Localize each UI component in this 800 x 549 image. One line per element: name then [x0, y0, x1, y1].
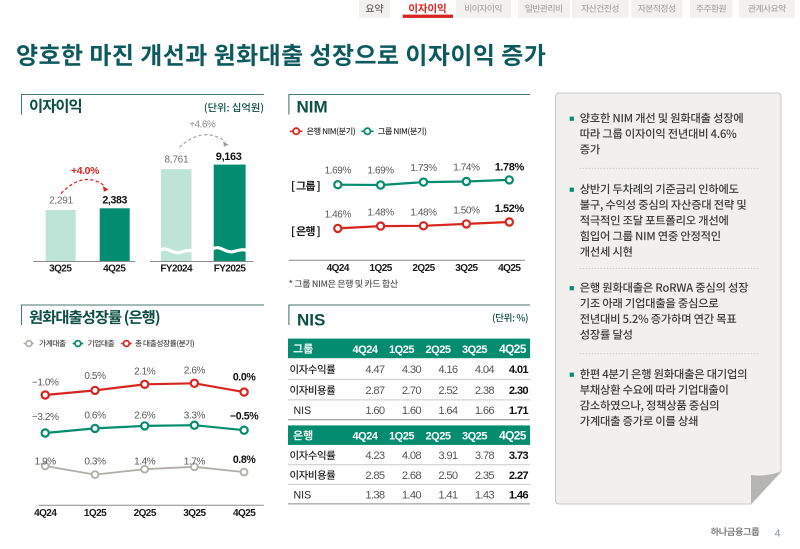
svg-text:1Q25: 1Q25	[389, 344, 414, 356]
svg-text:1.41: 1.41	[438, 489, 458, 501]
svg-text:2.52: 2.52	[438, 385, 458, 397]
svg-text:1.78%: 1.78%	[495, 162, 525, 174]
svg-text:1.69%: 1.69%	[367, 166, 394, 177]
svg-text:2.38: 2.38	[475, 385, 495, 397]
svg-text:1.48%: 1.48%	[367, 208, 394, 219]
svg-text:0.6%: 0.6%	[84, 411, 106, 422]
svg-text:FY2025: FY2025	[214, 264, 247, 275]
svg-text:FY2024: FY2024	[160, 264, 193, 275]
svg-text:4Q24: 4Q24	[34, 508, 57, 519]
svg-text:2,383: 2,383	[102, 194, 127, 206]
svg-text:1Q25: 1Q25	[389, 431, 414, 443]
svg-text:1.7%: 1.7%	[184, 456, 206, 467]
svg-text:3.91: 3.91	[438, 450, 458, 462]
svg-text:2.70: 2.70	[402, 385, 422, 397]
svg-text:2.35: 2.35	[475, 470, 495, 482]
svg-text:1.48%: 1.48%	[410, 208, 437, 219]
svg-text:4.30: 4.30	[402, 364, 422, 376]
svg-text:3Q25: 3Q25	[455, 263, 478, 274]
svg-text:4Q25: 4Q25	[499, 342, 527, 356]
svg-text:1Q25: 1Q25	[369, 263, 392, 274]
svg-text:0.0%: 0.0%	[233, 371, 257, 383]
svg-text:1.66: 1.66	[475, 405, 495, 417]
svg-text:4Q24: 4Q24	[327, 263, 350, 274]
svg-text:−3.2%: −3.2%	[32, 412, 59, 423]
svg-text:2.85: 2.85	[365, 470, 385, 482]
svg-text:2Q25: 2Q25	[412, 263, 435, 274]
svg-text:1.74%: 1.74%	[453, 163, 480, 174]
svg-text:3.73: 3.73	[509, 450, 529, 462]
svg-text:2.27: 2.27	[509, 470, 529, 482]
svg-text:3Q25: 3Q25	[183, 508, 206, 519]
svg-text:NIS: NIS	[297, 311, 325, 330]
svg-text:1.43: 1.43	[475, 489, 495, 501]
svg-text:4Q24: 4Q24	[353, 344, 379, 356]
svg-text:4.04: 4.04	[475, 364, 495, 376]
svg-text:2.30: 2.30	[509, 385, 529, 397]
svg-text:+4.6%: +4.6%	[189, 120, 216, 131]
svg-text:1.9%: 1.9%	[35, 456, 57, 467]
svg-text:1.46%: 1.46%	[325, 209, 352, 220]
svg-text:4: 4	[775, 527, 781, 539]
svg-text:1.60: 1.60	[402, 405, 422, 417]
svg-text:4Q25: 4Q25	[233, 508, 256, 519]
svg-text:2,291: 2,291	[49, 196, 73, 207]
svg-text:4.01: 4.01	[509, 364, 529, 376]
svg-text:1.60: 1.60	[365, 405, 385, 417]
svg-text:0.8%: 0.8%	[233, 454, 257, 466]
svg-text:NIM: NIM	[297, 97, 328, 116]
svg-text:4Q25: 4Q25	[499, 429, 527, 443]
svg-text:3Q25: 3Q25	[462, 344, 487, 356]
svg-text:9,163: 9,163	[216, 151, 242, 163]
svg-text:4.16: 4.16	[438, 364, 458, 376]
svg-text:1.40: 1.40	[402, 489, 422, 501]
svg-text:4.47: 4.47	[365, 364, 385, 376]
svg-text:NIS: NIS	[294, 489, 312, 501]
svg-text:4Q24: 4Q24	[353, 431, 379, 443]
svg-text:3.78: 3.78	[475, 450, 495, 462]
svg-text:2Q25: 2Q25	[426, 344, 451, 356]
svg-text:2Q25: 2Q25	[426, 431, 451, 443]
svg-text:4Q25: 4Q25	[498, 263, 521, 274]
svg-text:1.64: 1.64	[438, 405, 458, 417]
svg-text:1.4%: 1.4%	[134, 456, 156, 467]
svg-text:+4.0%: +4.0%	[71, 166, 99, 177]
svg-text:1.73%: 1.73%	[410, 163, 437, 174]
svg-text:1.46: 1.46	[509, 489, 529, 501]
svg-text:4.23: 4.23	[365, 450, 385, 462]
svg-text:2.1%: 2.1%	[134, 366, 156, 377]
svg-text:3Q25: 3Q25	[49, 264, 72, 275]
svg-text:0.3%: 0.3%	[84, 456, 106, 467]
svg-text:2Q25: 2Q25	[134, 508, 157, 519]
svg-text:3.3%: 3.3%	[184, 411, 206, 422]
svg-text:2.87: 2.87	[365, 385, 385, 397]
svg-text:2.68: 2.68	[402, 470, 422, 482]
svg-text:1.52%: 1.52%	[495, 203, 525, 215]
svg-text:−1.0%: −1.0%	[32, 377, 59, 388]
svg-text:3Q25: 3Q25	[462, 431, 487, 443]
svg-text:8,761: 8,761	[165, 155, 189, 166]
svg-text:−0.5%: −0.5%	[230, 411, 259, 423]
svg-text:1.69%: 1.69%	[325, 166, 352, 177]
svg-text:1.71: 1.71	[509, 405, 529, 417]
svg-text:1Q25: 1Q25	[84, 508, 107, 519]
svg-text:2.50: 2.50	[438, 470, 458, 482]
svg-text:1.50%: 1.50%	[453, 206, 480, 217]
svg-text:4.08: 4.08	[402, 450, 422, 462]
svg-text:0.5%: 0.5%	[84, 371, 106, 382]
svg-text:2.6%: 2.6%	[134, 411, 156, 422]
svg-text:1.38: 1.38	[365, 489, 385, 501]
svg-text:NIS: NIS	[294, 405, 312, 417]
svg-text:4Q25: 4Q25	[103, 264, 126, 275]
svg-text:2.6%: 2.6%	[184, 365, 206, 376]
